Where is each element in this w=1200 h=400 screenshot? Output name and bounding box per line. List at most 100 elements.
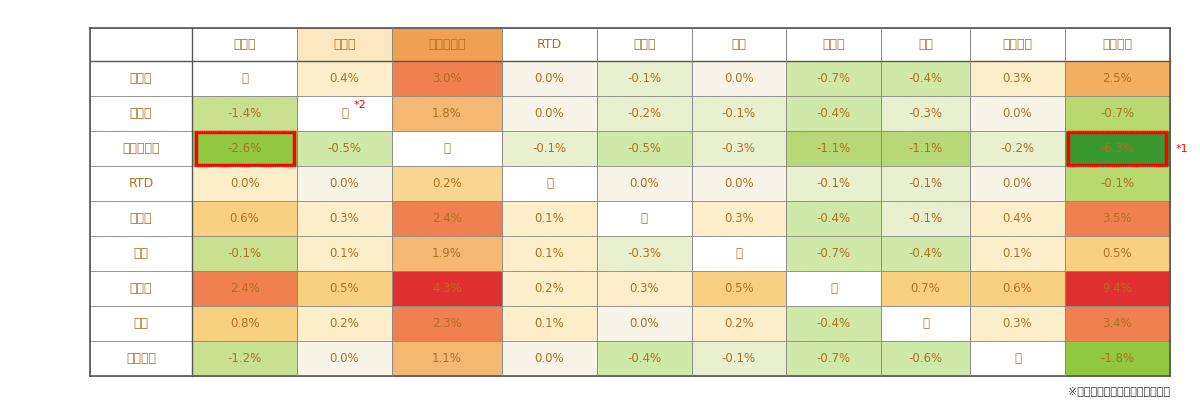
Text: 0.7%: 0.7% bbox=[911, 282, 941, 295]
Text: 0.8%: 0.8% bbox=[229, 317, 259, 330]
Bar bbox=[503, 131, 596, 166]
Text: 0.0%: 0.0% bbox=[229, 177, 259, 190]
Text: 0.5%: 0.5% bbox=[1103, 247, 1133, 260]
Bar bbox=[786, 271, 881, 306]
Bar bbox=[691, 166, 786, 201]
Bar bbox=[786, 236, 881, 271]
Text: 日本酒: 日本酒 bbox=[130, 282, 152, 295]
Bar bbox=[196, 132, 294, 165]
Text: －: － bbox=[922, 317, 929, 330]
Bar bbox=[596, 96, 691, 131]
Bar bbox=[90, 28, 192, 61]
Text: 0.6%: 0.6% bbox=[229, 212, 259, 225]
Text: 洋酒: 洋酒 bbox=[133, 247, 149, 260]
Bar bbox=[881, 61, 970, 96]
Bar bbox=[298, 201, 392, 236]
Text: -0.4%: -0.4% bbox=[628, 352, 661, 365]
Text: 0.0%: 0.0% bbox=[629, 177, 659, 190]
Text: 0.0%: 0.0% bbox=[724, 72, 754, 85]
Text: ノンアル: ノンアル bbox=[126, 352, 156, 365]
Text: -6.3%: -6.3% bbox=[1100, 142, 1134, 155]
Text: -1.1%: -1.1% bbox=[816, 142, 851, 155]
Text: 1.1%: 1.1% bbox=[432, 352, 462, 365]
Text: RTD: RTD bbox=[536, 38, 562, 51]
Text: -0.5%: -0.5% bbox=[328, 142, 361, 155]
Text: -0.2%: -0.2% bbox=[628, 107, 661, 120]
Text: －: － bbox=[341, 107, 348, 120]
Text: -0.7%: -0.7% bbox=[816, 247, 851, 260]
Bar bbox=[1064, 28, 1170, 61]
Bar bbox=[596, 166, 691, 201]
Text: -1.4%: -1.4% bbox=[228, 107, 262, 120]
Text: 0.3%: 0.3% bbox=[1003, 72, 1032, 85]
Text: 0.5%: 0.5% bbox=[724, 282, 754, 295]
Bar bbox=[1064, 61, 1170, 96]
Text: 0.0%: 0.0% bbox=[1003, 177, 1032, 190]
Bar bbox=[881, 271, 970, 306]
Bar bbox=[786, 28, 881, 61]
Bar bbox=[970, 306, 1064, 341]
Bar bbox=[596, 201, 691, 236]
Text: 0.0%: 0.0% bbox=[535, 72, 564, 85]
Bar bbox=[90, 166, 192, 201]
Bar bbox=[691, 96, 786, 131]
Text: 0.5%: 0.5% bbox=[330, 282, 359, 295]
Bar bbox=[596, 341, 691, 376]
Text: 3.5%: 3.5% bbox=[1103, 212, 1133, 225]
Text: -0.4%: -0.4% bbox=[816, 212, 851, 225]
Bar bbox=[90, 341, 192, 376]
Text: 0.0%: 0.0% bbox=[535, 107, 564, 120]
Bar bbox=[298, 271, 392, 306]
Text: 2.3%: 2.3% bbox=[432, 317, 462, 330]
Bar bbox=[503, 201, 596, 236]
Bar bbox=[503, 28, 596, 61]
Text: -0.3%: -0.3% bbox=[628, 247, 661, 260]
Bar bbox=[970, 166, 1064, 201]
Text: 洋酒: 洋酒 bbox=[731, 38, 746, 51]
Bar bbox=[392, 61, 503, 96]
Text: 0.1%: 0.1% bbox=[535, 317, 564, 330]
Text: -0.5%: -0.5% bbox=[628, 142, 661, 155]
Text: *2: *2 bbox=[354, 100, 367, 110]
Text: -1.2%: -1.2% bbox=[228, 352, 262, 365]
Bar bbox=[786, 201, 881, 236]
Bar bbox=[90, 96, 192, 131]
Text: 0.3%: 0.3% bbox=[629, 282, 659, 295]
Bar bbox=[1064, 306, 1170, 341]
Bar bbox=[503, 96, 596, 131]
Text: -1.1%: -1.1% bbox=[908, 142, 943, 155]
Bar bbox=[1064, 341, 1170, 376]
Bar bbox=[298, 61, 392, 96]
Text: -0.3%: -0.3% bbox=[722, 142, 756, 155]
Bar bbox=[786, 61, 881, 96]
Text: －: － bbox=[546, 177, 553, 190]
Text: －: － bbox=[736, 247, 743, 260]
Text: 0.0%: 0.0% bbox=[330, 177, 359, 190]
Bar bbox=[596, 28, 691, 61]
Text: 発泡酒: 発泡酒 bbox=[334, 38, 355, 51]
Text: 0.4%: 0.4% bbox=[1003, 212, 1032, 225]
Bar bbox=[503, 236, 596, 271]
Bar bbox=[786, 306, 881, 341]
Text: 0.0%: 0.0% bbox=[330, 352, 359, 365]
Bar bbox=[1064, 166, 1170, 201]
Text: -0.1%: -0.1% bbox=[908, 212, 942, 225]
Bar bbox=[192, 271, 298, 306]
Bar bbox=[691, 236, 786, 271]
Text: 1.9%: 1.9% bbox=[432, 247, 462, 260]
Text: 0.2%: 0.2% bbox=[724, 317, 754, 330]
Bar bbox=[90, 271, 192, 306]
Bar bbox=[192, 341, 298, 376]
Bar bbox=[298, 236, 392, 271]
Bar bbox=[786, 131, 881, 166]
Text: －: － bbox=[241, 72, 248, 85]
Text: -0.4%: -0.4% bbox=[816, 317, 851, 330]
Bar bbox=[1064, 131, 1170, 166]
Bar bbox=[691, 61, 786, 96]
Text: -0.4%: -0.4% bbox=[908, 247, 942, 260]
Text: ビール: ビール bbox=[130, 72, 152, 85]
Bar bbox=[881, 166, 970, 201]
Bar bbox=[192, 201, 298, 236]
Text: 2.4%: 2.4% bbox=[229, 282, 259, 295]
Text: 2.4%: 2.4% bbox=[432, 212, 462, 225]
